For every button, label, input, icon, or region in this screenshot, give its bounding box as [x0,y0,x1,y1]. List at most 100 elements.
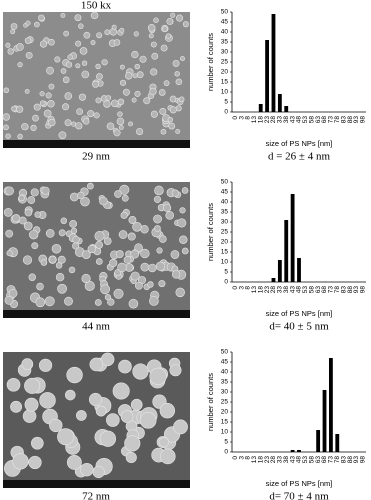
x-tick-label: 0 [232,116,239,120]
particle [117,111,123,117]
particle [160,44,168,52]
particle [113,129,121,137]
particle [179,207,186,214]
sem-image [2,11,190,148]
x-tick-label: 68 [321,286,328,294]
particle [39,40,48,48]
particle [181,247,189,255]
x-tick-label: 23 [264,116,271,124]
x-tick-label: 98 [360,456,367,464]
x-tick-label: 93 [353,456,360,464]
chart-caption: d= 70 ± 4 nm [269,491,329,500]
x-tick-label: 13 [251,286,258,294]
particle [120,410,134,423]
x-tick-label: 73 [328,116,335,124]
particle [125,72,133,80]
particle [60,13,66,18]
particle [163,203,172,212]
image-caption: 29 nm [82,151,110,163]
particle [167,117,174,123]
particle [3,208,13,217]
particle [25,20,31,26]
y-tick-label: 0 [224,109,228,116]
particle [60,68,67,74]
particle [31,242,39,250]
x-tick-label: 0 [232,286,239,290]
particle [111,99,119,108]
particle [11,105,17,112]
particle [143,97,151,105]
particle [30,124,37,132]
particle [132,222,142,232]
particle [24,397,39,412]
particle [21,358,34,370]
particle [57,428,75,446]
particle [134,90,141,97]
particle [119,27,125,33]
particle [81,273,91,284]
particle [5,186,14,196]
particle [92,465,105,479]
x-tick-label: 8 [245,456,252,460]
particle [57,283,67,294]
particle [149,87,157,96]
particle [153,17,159,23]
x-tick-label: 3 [238,286,245,290]
particle [111,24,117,30]
y-tick-label: 45 [221,359,229,366]
particle [153,195,162,203]
x-tick-label: 38 [283,456,290,464]
particle [22,255,33,265]
particle [170,12,176,18]
sem-image [3,182,190,318]
x-tick-label: 98 [360,116,367,124]
particle [139,55,147,63]
x-tick-label: 63 [315,456,322,464]
particle [123,255,132,264]
particle [103,100,111,108]
particle [151,52,159,60]
particle [100,352,115,367]
particle [170,250,180,259]
bar [290,450,295,452]
particle [17,133,23,140]
particle [39,100,46,107]
particle [113,39,121,46]
particle [39,392,56,409]
particle [154,185,164,196]
particle [182,21,189,28]
x-tick-label: 23 [264,286,271,294]
bar [335,434,340,452]
particle [90,40,96,46]
magnification: 150 kx [81,0,112,12]
particle [140,248,150,259]
particle [114,190,122,198]
particle [99,196,108,206]
particle [6,377,21,392]
x-tick-label: 78 [334,116,341,124]
bar [297,450,301,452]
particle [48,83,55,90]
particle [88,392,103,407]
particle [179,235,188,244]
particle [173,419,188,435]
particle [105,95,112,101]
particle [128,216,137,225]
bar [284,106,289,112]
particle [70,227,78,235]
particle [16,43,24,51]
x-tick-label: 68 [321,116,328,124]
particle [169,106,177,114]
particle [75,63,81,69]
image-caption: 44 nm [82,321,110,333]
particle [80,462,94,477]
x-tick-label: 43 [289,456,296,464]
x-tick-label: 63 [315,116,322,124]
y-tick-label: 15 [221,79,229,86]
y-tick-label: 15 [221,249,229,256]
y-axis-label: number of counts [206,33,215,91]
bar [277,260,282,282]
particle [160,448,176,465]
x-tick-label: 18 [257,456,264,464]
particle [150,68,158,76]
